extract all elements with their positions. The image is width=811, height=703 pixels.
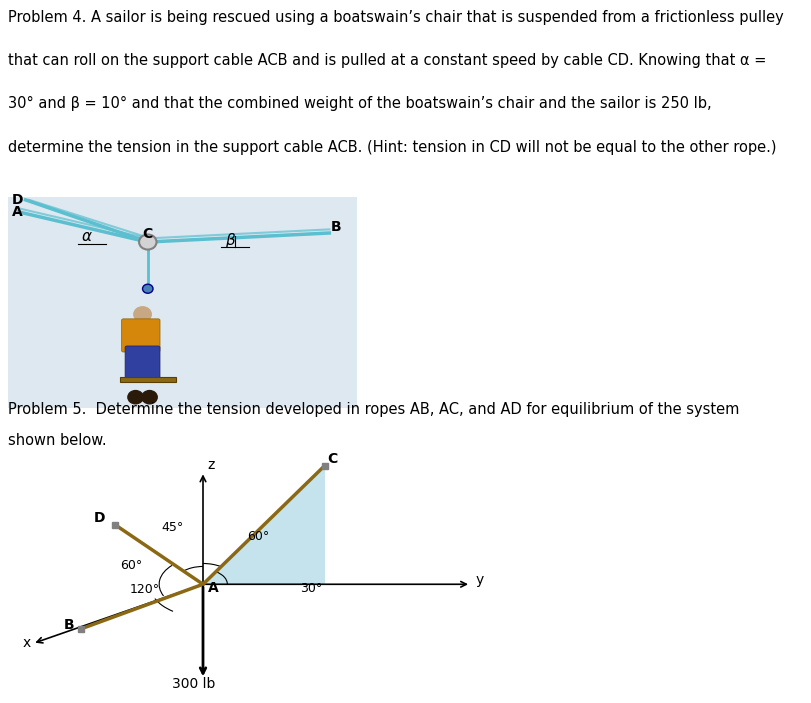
Text: 120°: 120°	[130, 583, 160, 596]
FancyBboxPatch shape	[8, 197, 357, 408]
Circle shape	[134, 307, 151, 322]
Text: 60°: 60°	[247, 530, 268, 543]
Circle shape	[142, 391, 157, 404]
Text: 45°: 45°	[161, 521, 183, 534]
Text: 300 lb: 300 lb	[171, 677, 215, 691]
FancyBboxPatch shape	[125, 346, 160, 382]
Text: 30° and β = 10° and that the combined weight of the boatswain’s chair and the sa: 30° and β = 10° and that the combined we…	[8, 96, 711, 112]
Text: D: D	[11, 193, 23, 207]
Circle shape	[143, 284, 152, 293]
Text: 30°: 30°	[300, 581, 322, 595]
Text: that can roll on the support cable ACB and is pulled at a constant speed by cabl: that can roll on the support cable ACB a…	[8, 53, 766, 68]
Text: x: x	[23, 636, 31, 650]
Text: B: B	[331, 221, 341, 235]
FancyBboxPatch shape	[122, 319, 160, 352]
Text: y: y	[475, 573, 483, 587]
Text: A: A	[11, 205, 23, 219]
Text: C: C	[143, 226, 152, 240]
Text: 60°: 60°	[120, 560, 142, 572]
Text: $\alpha$: $\alpha$	[81, 228, 93, 243]
Circle shape	[127, 391, 143, 404]
Text: B: B	[64, 618, 75, 632]
Text: determine the tension in the support cable ACB. (Hint: tension in CD will not be: determine the tension in the support cab…	[8, 140, 775, 155]
FancyBboxPatch shape	[120, 377, 175, 382]
Text: shown below.: shown below.	[8, 433, 106, 448]
Text: Problem 5.  Determine the tension developed in ropes AB, AC, and AD for equilibr: Problem 5. Determine the tension develop…	[8, 402, 739, 417]
Circle shape	[139, 235, 157, 250]
Text: $\beta$: $\beta$	[225, 231, 235, 250]
Text: A: A	[208, 581, 218, 595]
Text: z: z	[208, 458, 215, 472]
Text: C: C	[327, 451, 337, 465]
Text: D: D	[93, 511, 105, 525]
Polygon shape	[203, 465, 324, 584]
Text: Problem 4. A sailor is being rescued using a boatswain’s chair that is suspended: Problem 4. A sailor is being rescued usi…	[8, 10, 783, 25]
